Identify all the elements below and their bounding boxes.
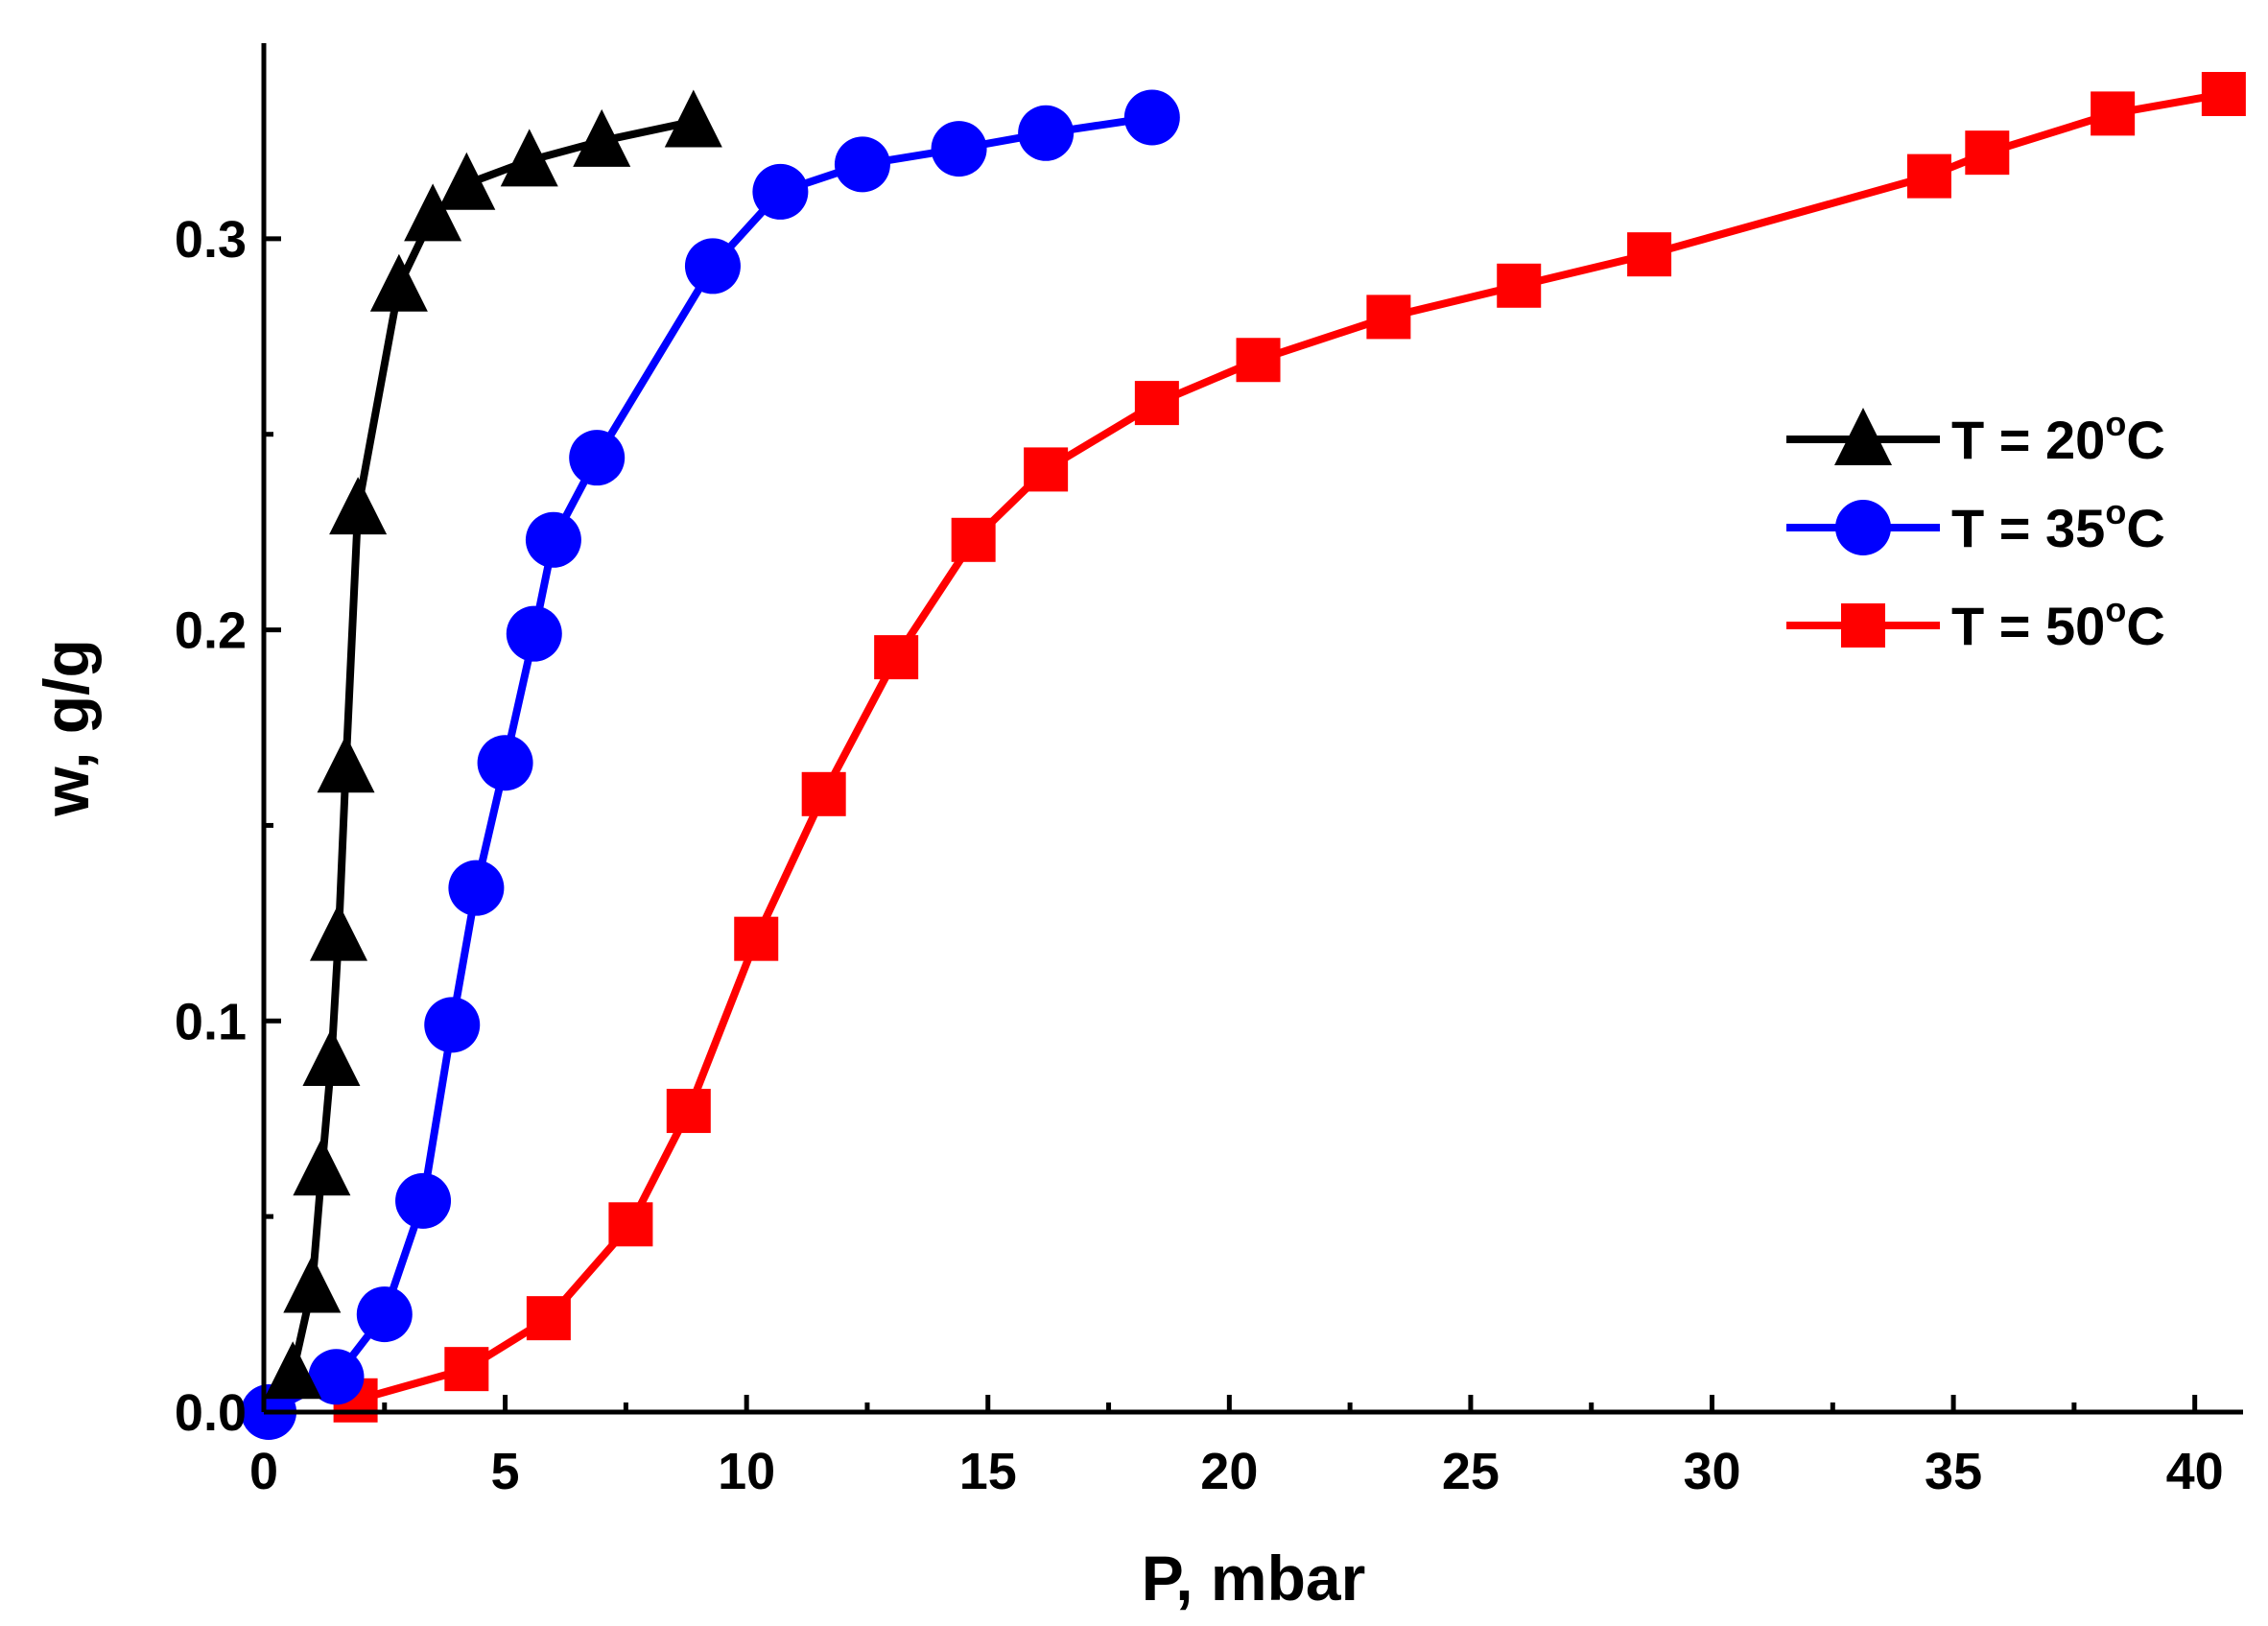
x-tick-label: 0 <box>249 1443 278 1500</box>
data-point <box>477 735 533 791</box>
data-point <box>664 89 722 148</box>
legend-label: T = 50oC <box>1951 590 2165 656</box>
x-axis-title: P, mbar <box>1142 1543 1366 1614</box>
data-point <box>302 1028 361 1087</box>
data-point <box>1123 89 1180 146</box>
data-point <box>951 517 996 562</box>
data-point <box>329 477 388 535</box>
data-point <box>317 735 375 793</box>
data-point <box>1965 130 2010 176</box>
data-point <box>283 1255 342 1313</box>
legend-entry: T = 50oC <box>1786 590 2165 656</box>
legend-entry: T = 20oC <box>1786 404 2165 470</box>
data-point <box>444 1347 489 1392</box>
legend-entry: T = 35oC <box>1786 492 2165 558</box>
data-point <box>309 903 367 961</box>
data-point <box>369 253 428 312</box>
y-tick-label: 0.2 <box>175 602 247 660</box>
data-point <box>1024 447 1069 492</box>
data-point <box>308 1349 365 1405</box>
x-tick-label: 40 <box>2166 1443 2224 1500</box>
data-point <box>573 108 631 167</box>
data-point <box>931 121 987 177</box>
data-point <box>734 916 779 961</box>
series-layer <box>241 72 2246 1440</box>
data-point <box>264 1341 322 1400</box>
data-point <box>569 430 626 486</box>
data-point <box>525 511 581 568</box>
data-point <box>2091 91 2136 136</box>
y-tick-label: 0.1 <box>175 993 247 1050</box>
legend-label: T = 35oC <box>1951 492 2165 558</box>
axes-layer: P, mbar w, g/g 0 5 10 15 20 25 30 35 40 0.0 0.1 0.2… <box>31 43 2243 1614</box>
data-point <box>448 860 505 916</box>
legend-marker <box>1841 603 1885 648</box>
data-point <box>874 635 919 680</box>
data-point <box>424 997 481 1053</box>
data-point <box>801 771 846 816</box>
x-tick-label: 5 <box>491 1443 520 1500</box>
data-point <box>1906 153 1951 199</box>
data-point <box>395 1172 452 1229</box>
series-triangle <box>264 89 722 1400</box>
legend-label: T = 20oC <box>1951 404 2165 470</box>
data-point <box>1497 263 1542 308</box>
x-tick-label: 10 <box>718 1443 775 1500</box>
x-tick-label: 15 <box>959 1443 1017 1500</box>
x-tick-label: 30 <box>1683 1443 1740 1500</box>
data-point <box>526 1296 571 1341</box>
x-tick-label: 35 <box>1925 1443 1982 1500</box>
data-point <box>752 163 809 220</box>
data-point <box>1366 295 1411 340</box>
series-circle <box>241 89 1180 1440</box>
data-point <box>2201 72 2246 117</box>
data-point <box>500 129 558 187</box>
data-point <box>834 136 890 193</box>
data-point <box>1134 381 1179 426</box>
data-point <box>608 1202 653 1247</box>
data-point <box>684 238 741 295</box>
data-point <box>1236 338 1281 383</box>
legend-marker <box>1835 500 1891 555</box>
y-tick-label: 0.0 <box>175 1384 247 1442</box>
x-tick-label: 25 <box>1442 1443 1500 1500</box>
y-axis-title: w, g/g <box>31 639 102 817</box>
legend: T = 20oC T = 35oC T = 50oC <box>1786 404 2165 656</box>
data-point <box>437 152 496 210</box>
data-point <box>506 605 562 662</box>
y-tick-label: 0.3 <box>175 211 247 269</box>
x-tick-label: 20 <box>1200 1443 1258 1500</box>
legend-marker <box>1834 408 1892 465</box>
series-line <box>267 113 1153 1416</box>
data-point <box>1627 232 1672 277</box>
data-point <box>356 1286 413 1343</box>
data-point <box>1018 105 1075 161</box>
data-point <box>404 183 462 242</box>
data-point <box>293 1138 351 1196</box>
data-point <box>666 1089 711 1134</box>
